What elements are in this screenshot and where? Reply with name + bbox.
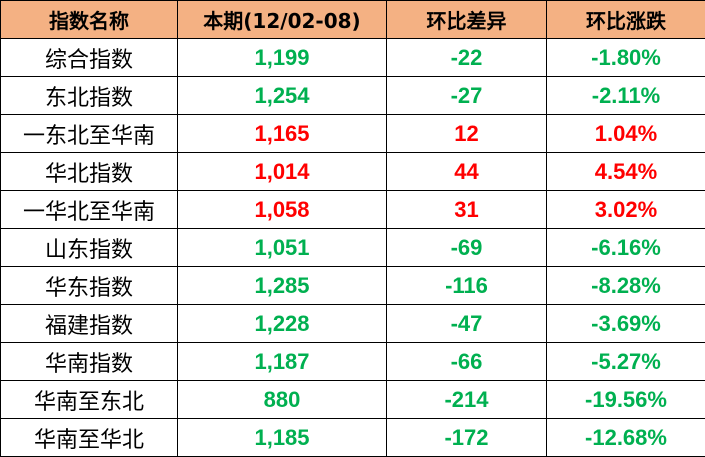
value-cell: 31 bbox=[386, 190, 547, 229]
value-cell: -22 bbox=[386, 38, 547, 77]
value-cell: 1,051 bbox=[177, 228, 387, 267]
index-name: 东北指数 bbox=[0, 76, 178, 115]
value-cell: 1,285 bbox=[177, 266, 387, 305]
value-cell: -214 bbox=[386, 380, 547, 419]
table-row: 一东北至华南 1,165 12 1.04% bbox=[0, 114, 705, 153]
table-header: 指数名称 本期(12/02-08) 环比差异 环比涨跌 bbox=[0, 0, 705, 39]
table-row: 东北指数 1,254 -27 -2.11% bbox=[0, 76, 705, 115]
value-cell: -8.28% bbox=[546, 266, 705, 305]
value-cell: -2.11% bbox=[546, 76, 705, 115]
index-name: 山东指数 bbox=[0, 228, 178, 267]
value-cell: 3.02% bbox=[546, 190, 705, 229]
value-cell: 1,014 bbox=[177, 152, 387, 191]
index-name: 一华北至华南 bbox=[0, 190, 178, 229]
value-cell: -19.56% bbox=[546, 380, 705, 419]
index-name: 福建指数 bbox=[0, 304, 178, 343]
value-cell: 1,165 bbox=[177, 114, 387, 153]
index-name: 华南至东北 bbox=[0, 380, 178, 419]
value-cell: -172 bbox=[386, 418, 547, 457]
table-row: 一华北至华南 1,058 31 3.02% bbox=[0, 190, 705, 229]
table-row: 华南至东北 880 -214 -19.56% bbox=[0, 380, 705, 419]
table-body: 综合指数 1,199 -22 -1.80% 东北指数 1,254 -27 -2.11% 一东北至… bbox=[0, 38, 705, 457]
value-cell: -69 bbox=[386, 228, 547, 267]
value-cell: -66 bbox=[386, 342, 547, 381]
value-cell: 1,185 bbox=[177, 418, 387, 457]
value-cell: 1.04% bbox=[546, 114, 705, 153]
index-name: 综合指数 bbox=[0, 38, 178, 77]
value-cell: 880 bbox=[177, 380, 387, 419]
value-cell: -27 bbox=[386, 76, 547, 115]
value-cell: -47 bbox=[386, 304, 547, 343]
index-name: 华东指数 bbox=[0, 266, 178, 305]
header-cell: 环比涨跌 bbox=[546, 0, 705, 39]
header-cell: 环比差异 bbox=[386, 0, 547, 39]
value-cell: -3.69% bbox=[546, 304, 705, 343]
value-cell: -5.27% bbox=[546, 342, 705, 381]
index-name: 华南指数 bbox=[0, 342, 178, 381]
value-cell: 1,254 bbox=[177, 76, 387, 115]
table-row: 山东指数 1,051 -69 -6.16% bbox=[0, 228, 705, 267]
value-cell: -12.68% bbox=[546, 418, 705, 457]
value-cell: -1.80% bbox=[546, 38, 705, 77]
value-cell: 1,187 bbox=[177, 342, 387, 381]
value-cell: 1,199 bbox=[177, 38, 387, 77]
table-row: 华南指数 1,187 -66 -5.27% bbox=[0, 342, 705, 381]
index-name: 华北指数 bbox=[0, 152, 178, 191]
table-row: 福建指数 1,228 -47 -3.69% bbox=[0, 304, 705, 343]
header-cell: 指数名称 bbox=[0, 0, 178, 39]
index-name: 一东北至华南 bbox=[0, 114, 178, 153]
index-name: 华南至华北 bbox=[0, 418, 178, 457]
value-cell: 4.54% bbox=[546, 152, 705, 191]
value-cell: 44 bbox=[386, 152, 547, 191]
value-cell: 1,058 bbox=[177, 190, 387, 229]
value-cell: 12 bbox=[386, 114, 547, 153]
header-row: 指数名称 本期(12/02-08) 环比差异 环比涨跌 bbox=[0, 0, 705, 39]
header-cell: 本期(12/02-08) bbox=[177, 0, 387, 39]
table-row: 综合指数 1,199 -22 -1.80% bbox=[0, 38, 705, 77]
value-cell: 1,228 bbox=[177, 304, 387, 343]
value-cell: -6.16% bbox=[546, 228, 705, 267]
table-row: 华北指数 1,014 44 4.54% bbox=[0, 152, 705, 191]
table-row: 华南至华北 1,185 -172 -12.68% bbox=[0, 418, 705, 457]
table-row: 华东指数 1,285 -116 -8.28% bbox=[0, 266, 705, 305]
value-cell: -116 bbox=[386, 266, 547, 305]
